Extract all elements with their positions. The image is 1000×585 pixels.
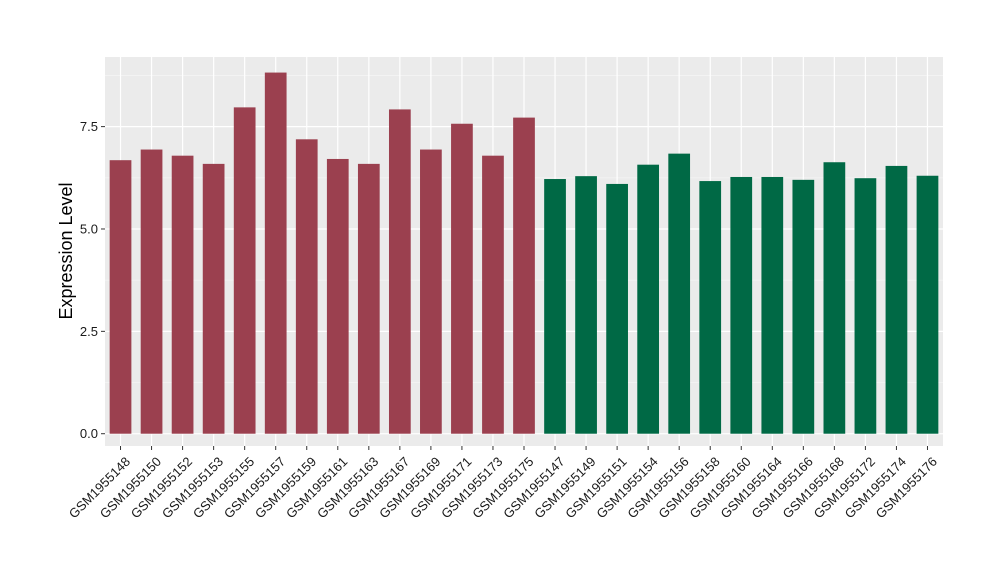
bar-GSM1955163: [357, 163, 380, 434]
bar-GSM1955159: [295, 139, 318, 434]
bars: [109, 72, 939, 434]
bar-GSM1955158: [699, 181, 722, 434]
bar-GSM1955168: [823, 162, 846, 434]
y-tick-label: 2.5: [80, 324, 98, 339]
bar-GSM1955174: [885, 165, 908, 434]
bar-GSM1955157: [264, 72, 287, 434]
bar-GSM1955150: [140, 149, 163, 434]
bar-GSM1955147: [544, 179, 566, 434]
bar-GSM1955172: [854, 178, 877, 434]
bar-GSM1955176: [916, 175, 939, 434]
bar-GSM1955153: [202, 163, 225, 434]
bar-GSM1955155: [233, 107, 256, 434]
bar-GSM1955160: [730, 176, 753, 434]
bar-GSM1955152: [171, 155, 194, 434]
y-tick-label: 7.5: [80, 119, 98, 134]
y-tick-label: 0.0: [80, 426, 98, 441]
bar-GSM1955154: [637, 164, 660, 434]
bar-GSM1955169: [420, 149, 442, 434]
bar-GSM1955148: [109, 160, 132, 434]
bar-GSM1955173: [482, 155, 504, 434]
bar-GSM1955156: [668, 153, 691, 434]
bar-GSM1955166: [792, 179, 815, 434]
bar-GSM1955151: [606, 183, 628, 434]
bar-GSM1955149: [575, 176, 597, 434]
y-tick-label: 5.0: [80, 221, 98, 236]
y-axis-title: Expression Level: [56, 182, 76, 319]
bar-GSM1955171: [451, 123, 473, 434]
bar-GSM1955175: [513, 117, 535, 434]
bar-GSM1955167: [388, 109, 411, 434]
bar-GSM1955164: [761, 176, 784, 434]
bar-GSM1955161: [326, 158, 349, 434]
